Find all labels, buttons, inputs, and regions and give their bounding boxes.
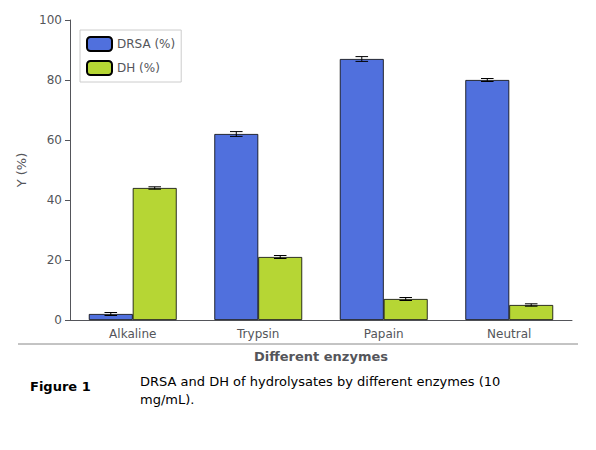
svg-text:60: 60	[47, 133, 62, 147]
svg-text:Neutral: Neutral	[487, 327, 531, 341]
svg-text:DH (%): DH (%)	[117, 61, 160, 75]
svg-text:DRSA (%): DRSA (%)	[117, 37, 175, 51]
svg-text:Figure 1: Figure 1	[30, 379, 91, 394]
svg-text:mg/mL).: mg/mL).	[140, 392, 194, 407]
svg-text:40: 40	[47, 193, 62, 207]
svg-text:100: 100	[39, 13, 62, 27]
svg-text:0: 0	[54, 313, 62, 327]
svg-text:Trypsin: Trypsin	[236, 327, 279, 341]
svg-text:Alkaline: Alkaline	[109, 327, 156, 341]
svg-text:Papain: Papain	[364, 327, 404, 341]
svg-text:Different enzymes: Different enzymes	[254, 349, 388, 364]
svg-text:DRSA and DH of hydrolysates by: DRSA and DH of hydrolysates by different…	[140, 374, 500, 389]
svg-text:80: 80	[47, 73, 62, 87]
svg-text:Y (%): Y (%)	[14, 153, 29, 189]
svg-text:20: 20	[47, 253, 62, 267]
